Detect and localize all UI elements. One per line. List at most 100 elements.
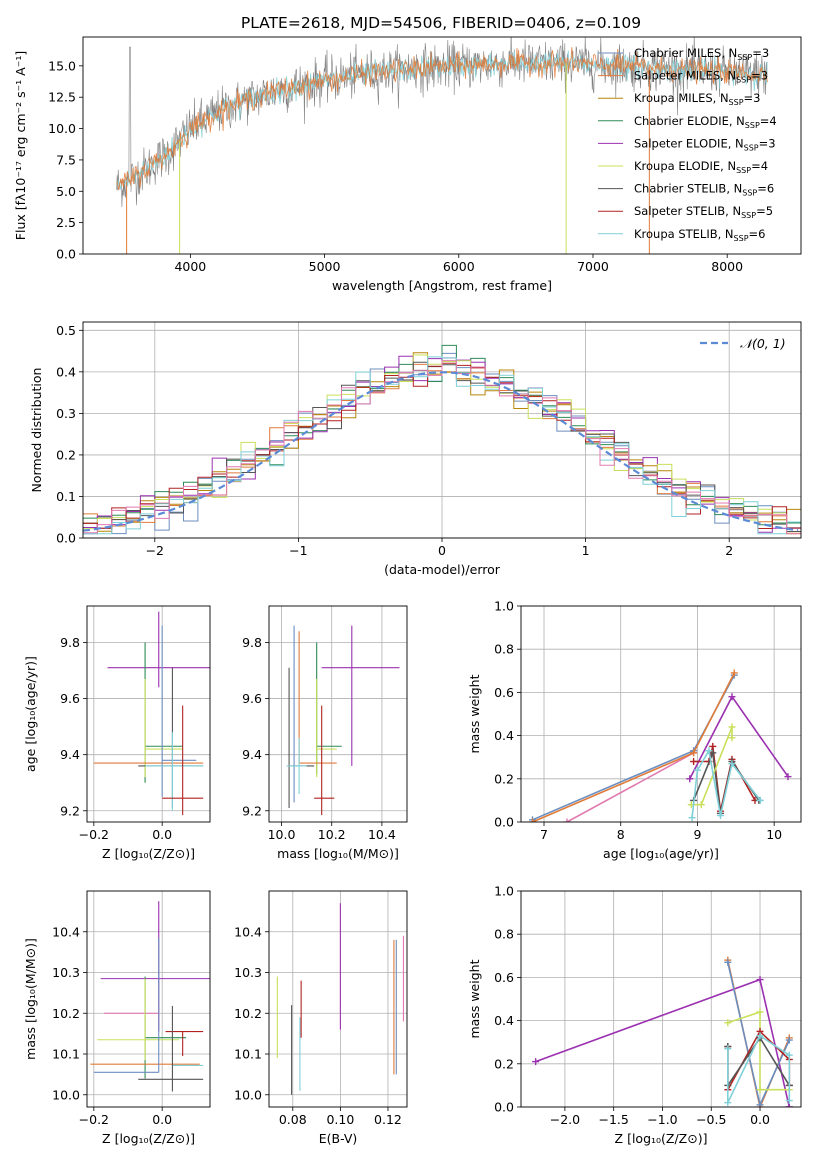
legend-label-value: =3 bbox=[752, 46, 769, 60]
plot-area bbox=[532, 956, 793, 1107]
x-tick-label: −0.2 bbox=[79, 1112, 109, 1127]
y-tick-label: 0.6 bbox=[494, 685, 514, 700]
y-tick-label: 0.3 bbox=[56, 406, 76, 421]
mass-vs-ebv-panel: 0.08 0.10 0.12 10.0 10.1 10.2 10.3 10.4 E(B-V) bbox=[234, 890, 408, 1146]
x-tick-label: 8 bbox=[617, 827, 625, 842]
legend-label-text: Salpeter MILES, N bbox=[634, 69, 736, 83]
legend-label-value: =4 bbox=[760, 114, 777, 128]
age-vs-metallicity-panel: −0.2 0.0 9.2 9.4 9.6 9.8 Z [log₁₀(Z/Z⊙)] age [l… bbox=[23, 605, 211, 861]
y-tick-label: 10.1 bbox=[234, 1047, 262, 1062]
y-tick-label: 0.4 bbox=[56, 364, 76, 379]
y-tick-label: 0.0 bbox=[494, 815, 514, 830]
y-tick-label: 9.4 bbox=[60, 747, 80, 762]
legend-label-text: Chabrier STELIB, N bbox=[634, 182, 742, 196]
y-tick-label: 10.0 bbox=[52, 1087, 80, 1102]
x-tick-label: −2 bbox=[146, 543, 164, 558]
legend-label-text: Kroupa STELIB, N bbox=[634, 227, 734, 241]
legend-label-value: =3 bbox=[759, 136, 776, 150]
axes-frame bbox=[82, 36, 802, 255]
x-tick-label: 0.0 bbox=[750, 1112, 770, 1127]
y-axis-label: age [log₁₀(age/yr)] bbox=[23, 656, 38, 772]
plot-area bbox=[529, 669, 792, 822]
y-tick-label: 0.5 bbox=[56, 323, 76, 338]
weight-series-kroupa_elodie bbox=[727, 1010, 790, 1091]
y-tick-label: 10.3 bbox=[52, 965, 80, 980]
x-tick-label: 2 bbox=[725, 543, 733, 558]
y-tick-label: 9.2 bbox=[242, 803, 262, 818]
y-tick-label: 0.4 bbox=[494, 1013, 514, 1028]
x-tick-label: 0.12 bbox=[374, 1112, 402, 1127]
x-tick-label: 5000 bbox=[309, 259, 341, 274]
y-axis-label: Flux [fλ10⁻¹⁷ erg cm⁻² s⁻¹ A⁻¹] bbox=[13, 51, 28, 240]
legend-label: Kroupa MILES, NSSP=3 bbox=[634, 91, 760, 107]
y-axis-label: mass weight bbox=[467, 674, 482, 753]
legend-label-sub: SSP bbox=[744, 143, 759, 152]
legend-label: 𝒩(0, 1) bbox=[740, 336, 786, 351]
residuals-panel: −2 −1 0 1 2 0.0 0.1 0.2 0.3 0.4 0.5 (data-model)/er… bbox=[29, 321, 802, 577]
y-tick-label: 9.8 bbox=[242, 635, 262, 650]
x-tick-label: 0.08 bbox=[279, 1112, 307, 1127]
y-axis-label: Normed distribution bbox=[29, 368, 44, 493]
axes-frame bbox=[82, 321, 802, 539]
x-tick-label: 10.0 bbox=[268, 827, 296, 842]
y-tick-label: 0.8 bbox=[494, 927, 514, 942]
y-tick-label: 10.0 bbox=[234, 1087, 262, 1102]
weight-vs-age-panel: 7 8 9 10 0.0 0.2 0.4 0.6 0.8 1.0 age [log₁₀(age/yr… bbox=[467, 599, 802, 861]
spectrum-panel: 4000 5000 6000 7000 8000 0.0 2.5 5.0 7.5 10.0 12.5… bbox=[13, 36, 802, 293]
y-tick-label: 9.8 bbox=[60, 635, 80, 650]
y-tick-label: 0.0 bbox=[56, 247, 76, 262]
plot-area bbox=[286, 625, 400, 815]
x-axis-label: E(B-V) bbox=[319, 1131, 358, 1146]
x-tick-label: −1 bbox=[289, 543, 307, 558]
x-axis-label: wavelength [Angstrom, rest frame] bbox=[332, 278, 552, 293]
x-axis-label: (data-model)/error bbox=[384, 562, 501, 577]
legend-label-value: =6 bbox=[749, 227, 766, 241]
legend-label-text: Salpeter ELODIE, N bbox=[634, 136, 744, 150]
x-tick-label: 8000 bbox=[711, 259, 743, 274]
axes-frame bbox=[86, 605, 211, 823]
y-tick-label: 15.0 bbox=[48, 58, 76, 73]
residual-hist-kroupa_stelib bbox=[83, 356, 801, 535]
x-tick-label: 4000 bbox=[174, 259, 206, 274]
y-tick-label: 12.5 bbox=[48, 90, 76, 105]
weight-series-kroupa_stelib bbox=[691, 748, 761, 818]
y-tick-label: 9.2 bbox=[60, 803, 80, 818]
legend-label-text: Kroupa ELODIE, N bbox=[634, 159, 736, 173]
x-tick-label: 0.0 bbox=[152, 1112, 172, 1127]
legend-label-sub: SSP bbox=[742, 189, 757, 198]
axes-frame bbox=[268, 890, 408, 1108]
legend-label-sub: SSP bbox=[737, 53, 752, 62]
x-tick-label: 10 bbox=[766, 827, 782, 842]
y-tick-label: 7.5 bbox=[56, 152, 76, 167]
y-axis-label: mass weight bbox=[467, 959, 482, 1038]
legend-label-text: Chabrier ELODIE, N bbox=[634, 114, 745, 128]
y-tick-label: 10.2 bbox=[52, 1006, 80, 1021]
x-tick-label: −0.5 bbox=[696, 1112, 726, 1127]
legend-label: Salpeter ELODIE, NSSP=3 bbox=[634, 136, 776, 152]
x-axis-label: age [log₁₀(age/yr)] bbox=[603, 846, 719, 861]
legend-label-value: =3 bbox=[744, 91, 761, 105]
plot-area bbox=[276, 903, 404, 1095]
legend-label-sub: SSP bbox=[734, 234, 749, 243]
legend-label: Chabrier STELIB, NSSP=6 bbox=[634, 182, 774, 198]
weight-series-pink bbox=[566, 752, 694, 822]
x-tick-label: −2.0 bbox=[550, 1112, 580, 1127]
legend-label-sub: SSP bbox=[736, 76, 751, 85]
plot-area bbox=[93, 611, 210, 815]
y-tick-label: 10.3 bbox=[234, 965, 262, 980]
y-tick-label: 10.4 bbox=[234, 924, 262, 939]
y-tick-label: 0.6 bbox=[494, 970, 514, 985]
plot-area bbox=[90, 901, 210, 1092]
x-axis-label: Z [log₁₀(Z/Z⊙)] bbox=[102, 846, 195, 861]
x-tick-label: 10.4 bbox=[368, 827, 396, 842]
x-axis-label: Z [log₁₀(Z/Z⊙)] bbox=[615, 1131, 708, 1146]
x-tick-label: 6000 bbox=[443, 259, 475, 274]
legend-label-text: Kroupa MILES, N bbox=[634, 91, 729, 105]
y-tick-label: 0.4 bbox=[494, 728, 514, 743]
x-tick-label: 1 bbox=[582, 543, 590, 558]
legend-label-sub: SSP bbox=[729, 98, 744, 107]
y-tick-label: 10.1 bbox=[52, 1047, 80, 1062]
plot-area bbox=[116, 37, 768, 254]
x-tick-label: 7000 bbox=[577, 259, 609, 274]
x-tick-label: 10.2 bbox=[318, 827, 346, 842]
